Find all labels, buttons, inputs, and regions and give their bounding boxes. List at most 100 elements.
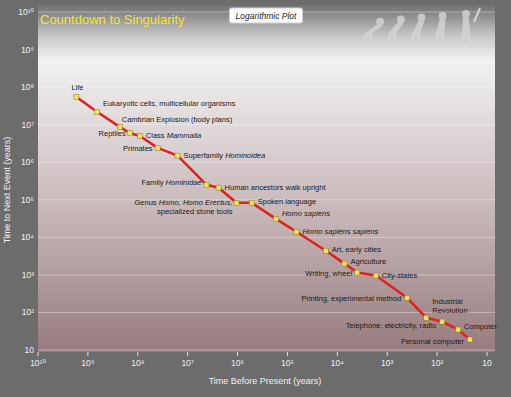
icon-head	[439, 12, 447, 20]
point-label: IndustrialRevolution	[432, 297, 467, 315]
x-tick	[87, 352, 88, 356]
y-tick-label: 10¹⁰	[18, 7, 34, 17]
x-tick	[187, 352, 188, 356]
point-label: Homo sapiens	[282, 209, 330, 218]
x-tick	[337, 352, 338, 356]
data-point	[94, 109, 99, 114]
data-point	[467, 337, 472, 342]
background	[0, 0, 511, 397]
y-tick-label: 10⁷	[21, 120, 34, 130]
point-label: Genus Homo, Homo Erectus,specialized sto…	[135, 198, 233, 216]
point-label: Life	[71, 83, 83, 92]
data-point	[355, 270, 360, 275]
icon-torch	[474, 8, 480, 22]
y-tick-label: 10⁵	[21, 195, 34, 205]
data-point	[234, 200, 239, 205]
point-label: Superfamily Hominoidea	[183, 151, 265, 160]
y-tick-label: 10	[25, 345, 35, 355]
point-label: Human ancestors walk upright	[225, 183, 327, 192]
x-tick-label: 10	[482, 358, 492, 368]
y-tick-label: 10⁹	[21, 45, 34, 55]
icon-head	[397, 16, 405, 24]
data-point	[273, 216, 278, 221]
data-point	[323, 248, 328, 253]
x-tick-label: 10⁶	[231, 358, 244, 368]
data-point	[175, 153, 180, 158]
point-label: Personal computer	[401, 337, 464, 346]
title: Countdown to Singularity	[40, 12, 185, 27]
icon-body	[362, 25, 383, 46]
grid-line	[38, 237, 495, 238]
x-tick	[38, 352, 39, 356]
icon-body	[434, 19, 446, 46]
data-point	[294, 229, 299, 234]
point-label: Telephone, electricity, radio	[346, 321, 436, 330]
data-point	[405, 295, 410, 300]
point-label: Family Hominidae	[141, 178, 201, 187]
data-point	[155, 145, 160, 150]
x-tick-label: 10¹⁰	[30, 358, 46, 368]
data-point	[440, 319, 445, 324]
point-label: Spoken language	[258, 197, 316, 206]
grid-line	[38, 124, 495, 125]
point-label: Reptiles	[99, 129, 126, 138]
y-tick-label: 10³	[22, 270, 34, 280]
grid-line	[38, 350, 495, 351]
x-tick	[487, 352, 488, 356]
data-point	[127, 130, 132, 135]
icon-body	[460, 17, 472, 46]
point-label: City-states	[382, 271, 418, 280]
point-label: Cambrian Explosion (body plans)	[122, 115, 233, 124]
x-tick	[287, 352, 288, 356]
y-tick-label: 10⁴	[21, 232, 34, 242]
point-label: Agriculture	[350, 257, 386, 266]
data-point	[456, 327, 461, 332]
data-point	[342, 261, 347, 266]
icon-head	[418, 14, 426, 22]
x-tick	[237, 352, 238, 356]
point-label: Art, early cities	[332, 245, 381, 254]
point-label: Class Mammalia	[146, 131, 201, 140]
data-point	[424, 315, 429, 320]
subtitle: Logarithmic Plot	[236, 11, 298, 21]
point-label: Printing, experimental method	[301, 294, 401, 303]
x-tick-label: 10²	[431, 358, 443, 368]
x-tick-label: 10⁹	[81, 358, 94, 368]
data-point	[137, 133, 142, 138]
data-point	[204, 182, 209, 187]
x-tick-label: 10⁵	[281, 358, 294, 368]
x-tick	[137, 352, 138, 356]
icon-body	[410, 21, 425, 47]
data-group	[74, 94, 473, 342]
data-point	[373, 273, 378, 278]
icon-head	[376, 18, 384, 26]
icon-head	[462, 10, 470, 18]
point-label: Homo sapiens sapiens	[302, 227, 378, 236]
data-point	[249, 200, 254, 205]
data-point	[74, 94, 79, 99]
x-tick-label: 10³	[381, 358, 393, 368]
point-label: Computer	[464, 322, 497, 331]
grid-line	[38, 162, 495, 163]
point-label: Primates	[123, 144, 153, 153]
icon-body	[386, 23, 404, 46]
x-tick-label: 10⁴	[331, 358, 344, 368]
grid-line	[38, 312, 495, 313]
point-label: Eukaryotic cells, multicellular organism…	[103, 99, 236, 108]
x-tick-label: 10⁷	[181, 358, 194, 368]
y-tick-label: 10⁶	[21, 157, 34, 167]
plot-area	[38, 5, 495, 352]
y-tick-label: 10²	[22, 307, 34, 317]
y-axis-title: Time to Next Event (years)	[2, 137, 12, 244]
x-axis-title: Time Before Present (years)	[209, 376, 322, 386]
chart: 10 10² 10³ 10⁴ 10⁵ 10⁶ 10⁷ 10⁸ 10⁹ 10¹⁰ 10¹⁰ 10⁹ 10⁸…	[0, 0, 511, 397]
y-tick-label: 10⁸	[21, 82, 34, 92]
data-line	[76, 97, 470, 340]
data-point	[216, 185, 221, 190]
subtitle-box	[230, 8, 303, 23]
point-label: Writing, wheel	[305, 269, 352, 278]
x-tick-label: 10⁸	[131, 358, 144, 368]
x-tick	[387, 352, 388, 356]
grid-line	[38, 274, 495, 275]
evolution-icons	[362, 8, 480, 46]
